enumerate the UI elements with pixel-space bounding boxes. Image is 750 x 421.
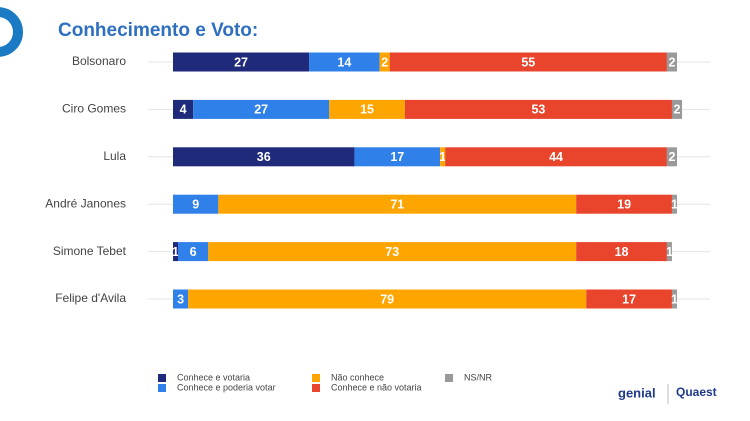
category-label: Simone Tebet [53,244,127,258]
category-label: Felipe d'Avila [55,291,126,305]
legend-label: NS/NR [464,372,493,382]
legend-swatch [312,374,320,382]
value-label: 79 [380,292,394,306]
value-label: 1 [439,150,446,164]
value-label: 27 [254,103,268,117]
legend-swatch [158,374,166,382]
value-label: 55 [521,55,535,69]
value-label: 2 [668,150,675,164]
bar-segment [173,289,189,309]
bar-segment [666,52,677,72]
value-label: 14 [337,55,351,69]
value-label: 19 [617,197,631,211]
legend-swatch [445,374,453,382]
value-label: 2 [674,103,681,117]
value-label: 3 [177,292,184,306]
bar-segment [586,289,672,309]
value-label: 18 [615,245,629,259]
logo: genial [618,385,656,400]
bar-segment [208,242,577,262]
bar-segment [576,242,667,262]
bar-segment [379,52,390,72]
legend-swatch [158,384,166,392]
value-label: 73 [385,245,399,259]
value-label: 9 [192,197,199,211]
bar-segment [666,242,672,262]
category-label: Lula [103,149,126,163]
bar-segment [173,99,194,119]
brand-ring [0,7,23,57]
category-label: Bolsonaro [72,54,126,68]
bar-segment [671,194,677,214]
bar-segment [329,99,405,119]
bar-segment [389,52,667,72]
category-label: Ciro Gomes [62,102,126,116]
value-label: 27 [234,55,248,69]
legend-swatch [312,384,320,392]
logo: Quaest [676,385,717,399]
bar-segment [309,52,380,72]
bar-segment [178,242,209,262]
bar-segment [354,147,441,167]
bar-segment [666,147,677,167]
legend-label: Conhece e não votaria [331,382,422,392]
value-label: 71 [390,197,404,211]
bar-segment [218,194,577,214]
bar-segment [440,147,446,167]
value-label: 17 [622,292,636,306]
value-label: 17 [390,150,404,164]
value-label: 15 [360,103,374,117]
legend-label: Conhece e poderia votar [177,382,276,392]
value-label: 1 [671,292,678,306]
legend-label: Conhece e votaria [177,372,250,382]
value-label: 6 [190,245,197,259]
bar-segment [193,99,330,119]
category-label: André Janones [45,196,126,210]
value-label: 2 [381,55,388,69]
bar-segment [173,194,219,214]
value-label: 36 [257,150,271,164]
bar-segment [173,52,310,72]
value-label: 1 [172,245,179,259]
chart-title: Conhecimento e Voto: [58,20,258,41]
legend-label: Não conhece [331,372,384,382]
value-label: 2 [668,55,675,69]
value-label: 1 [666,245,673,259]
bar-segment [173,147,355,167]
value-label: 4 [180,103,187,117]
value-label: 44 [549,150,563,164]
bar-segment [173,242,179,262]
bar-segment [671,99,683,119]
bar-segment [445,147,667,167]
value-label: 1 [671,197,678,211]
value-label: 53 [531,103,545,117]
bar-segment [671,289,677,309]
bar-segment [404,99,672,119]
bar-segment [188,289,587,309]
bar-segment [576,194,672,214]
